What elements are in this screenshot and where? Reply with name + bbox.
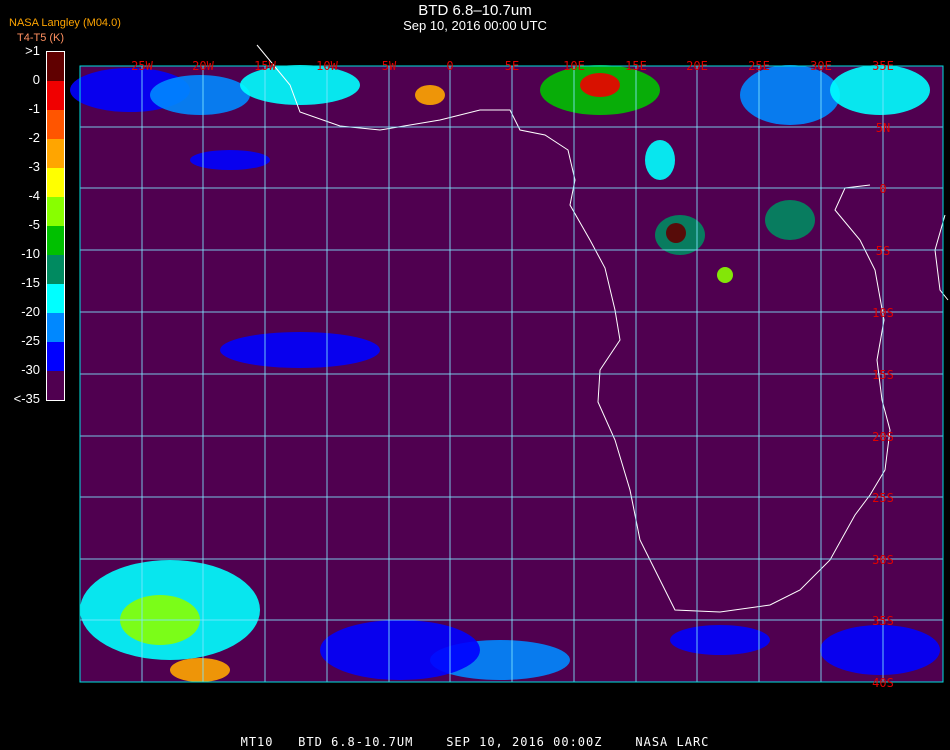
- madagascar-coastline: [934, 214, 949, 301]
- latitude-label: 0: [879, 182, 886, 196]
- cloud-area: [645, 140, 675, 180]
- map-title: BTD 6.8–10.7um: [418, 2, 532, 19]
- legend-label: -30: [21, 362, 40, 377]
- legend-label: -15: [21, 275, 40, 290]
- longitude-label: 5E: [505, 59, 519, 73]
- legend-swatch: [47, 284, 64, 313]
- legend-swatch: [47, 313, 64, 342]
- cloud-area: [150, 75, 250, 115]
- longitude-label: 20W: [192, 59, 214, 73]
- cloud-area: [190, 150, 270, 170]
- cloud-area: [170, 658, 230, 682]
- latitude-label: 5S: [876, 244, 890, 258]
- legend-label: -4: [28, 188, 40, 203]
- legend-swatch: [47, 139, 64, 168]
- longitude-label: 10W: [316, 59, 338, 73]
- cloud-area: [320, 620, 480, 680]
- legend-label: -10: [21, 246, 40, 261]
- latitude-label: 15S: [872, 368, 894, 382]
- legend-swatch: [47, 110, 64, 139]
- legend-label: >1: [25, 43, 40, 58]
- legend-swatch: [47, 52, 64, 81]
- cloud-area: [415, 85, 445, 105]
- map-frame: [79, 65, 944, 683]
- latitude-label: 30S: [872, 553, 894, 567]
- cloud-area: [717, 267, 733, 283]
- credit-source: NASA Langley (M04.0): [9, 17, 121, 29]
- cloud-area: [740, 65, 840, 125]
- color-legend: [46, 51, 65, 401]
- legend-label: -2: [28, 130, 40, 145]
- longitude-label: 10E: [563, 59, 585, 73]
- cloud-area: [580, 73, 620, 97]
- longitude-label: 25E: [748, 59, 770, 73]
- legend-swatch: [47, 342, 64, 371]
- longitude-label: 0: [446, 59, 453, 73]
- latitude-label: 5N: [876, 121, 890, 135]
- legend-swatch: [47, 81, 64, 110]
- latitude-label: 40S: [872, 676, 894, 690]
- credit-units: T4-T5 (K): [17, 32, 65, 44]
- map-subtitle: Sep 10, 2016 00:00 UTC: [403, 18, 547, 33]
- legend-label: -25: [21, 333, 40, 348]
- latitude-label: 35S: [872, 614, 894, 628]
- latitude-label: 25S: [872, 491, 894, 505]
- cloud-area: [830, 65, 930, 115]
- legend-label: 0: [32, 72, 40, 87]
- longitude-label: 25W: [131, 59, 153, 73]
- legend-label: -20: [21, 304, 40, 319]
- legend-swatch: [47, 197, 64, 226]
- cloud-area: [765, 200, 815, 240]
- cloud-area: [666, 223, 686, 243]
- legend-label: -1: [28, 101, 40, 116]
- legend-swatch: [47, 168, 64, 197]
- longitude-label: 15W: [254, 59, 276, 73]
- latitude-label: 20S: [872, 430, 894, 444]
- legend-label: -3: [28, 159, 40, 174]
- longitude-label: 35E: [872, 59, 894, 73]
- cloud-area: [670, 625, 770, 655]
- coastline: [256, 44, 891, 613]
- legend-swatch: [47, 255, 64, 284]
- cloud-area: [240, 65, 360, 105]
- legend-swatch: [47, 226, 64, 255]
- cloud-area: [820, 625, 940, 675]
- longitude-label: 15E: [625, 59, 647, 73]
- legend-label: <-35: [13, 391, 40, 406]
- legend-swatch: [47, 371, 64, 400]
- legend-label: -5: [28, 217, 40, 232]
- cloud-area: [220, 332, 380, 368]
- footer-caption: MT10 BTD 6.8-10.7UM SEP 10, 2016 00:00Z …: [240, 735, 710, 749]
- longitude-label: 5W: [382, 59, 397, 73]
- latitude-label: 10S: [872, 306, 894, 320]
- longitude-label: 30E: [810, 59, 832, 73]
- longitude-label: 20E: [686, 59, 708, 73]
